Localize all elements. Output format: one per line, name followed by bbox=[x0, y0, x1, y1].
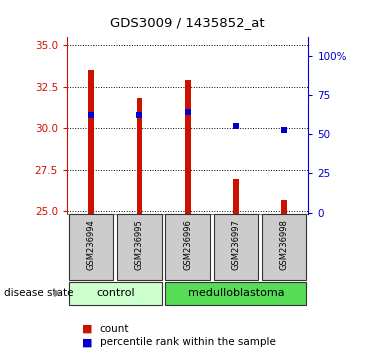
Text: GSM236998: GSM236998 bbox=[280, 219, 289, 270]
Bar bbox=[69, 214, 113, 280]
Text: percentile rank within the sample: percentile rank within the sample bbox=[100, 337, 275, 347]
Text: count: count bbox=[100, 324, 129, 333]
Text: GSM236997: GSM236997 bbox=[231, 219, 241, 270]
Bar bbox=[165, 214, 210, 280]
Bar bbox=[165, 282, 306, 305]
Bar bbox=[262, 214, 306, 280]
Text: GDS3009 / 1435852_at: GDS3009 / 1435852_at bbox=[110, 16, 265, 29]
Bar bbox=[88, 70, 94, 214]
Bar bbox=[185, 80, 191, 214]
Text: GSM236994: GSM236994 bbox=[87, 219, 96, 270]
Text: disease state: disease state bbox=[4, 288, 73, 298]
Text: GSM236996: GSM236996 bbox=[183, 219, 192, 270]
Text: ■: ■ bbox=[82, 337, 93, 347]
Bar bbox=[281, 200, 287, 214]
Bar bbox=[233, 179, 239, 214]
Text: ▶: ▶ bbox=[54, 288, 61, 298]
Bar bbox=[117, 214, 162, 280]
Text: GSM236995: GSM236995 bbox=[135, 219, 144, 270]
Bar bbox=[214, 214, 258, 280]
Text: control: control bbox=[96, 288, 134, 298]
Bar bbox=[136, 98, 142, 214]
Bar bbox=[69, 282, 162, 305]
Text: medulloblastoma: medulloblastoma bbox=[188, 288, 284, 298]
Text: ■: ■ bbox=[82, 324, 93, 333]
